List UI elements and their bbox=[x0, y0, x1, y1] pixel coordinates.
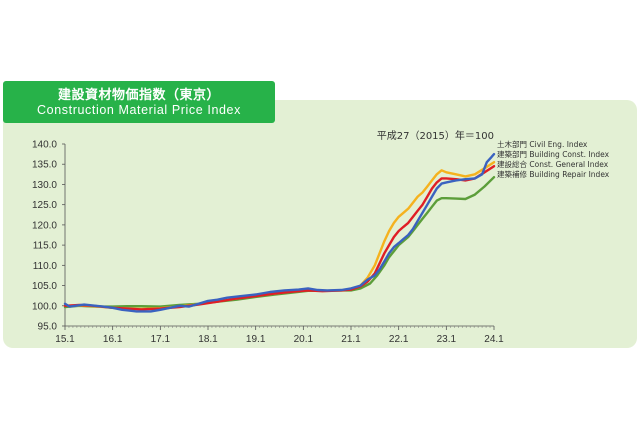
title-banner: 建設資材物価指数（東京） Construction Material Price… bbox=[3, 81, 275, 123]
x-tick-label: 21.1 bbox=[341, 334, 361, 345]
x-tick-label: 16.1 bbox=[103, 334, 123, 345]
legend-entry: 土木部門 Civil Eng. Index bbox=[497, 139, 588, 149]
y-tick-label: 115.0 bbox=[33, 241, 58, 252]
series-line-3 bbox=[63, 176, 496, 309]
chart-axes bbox=[62, 143, 495, 330]
y-tick-label: 95.0 bbox=[38, 322, 58, 333]
y-tick-label: 135.0 bbox=[32, 160, 57, 171]
base-year-note: 平成27（2015）年＝100 bbox=[377, 129, 494, 142]
y-tick-label: 140.0 bbox=[32, 140, 57, 151]
x-tick-label: 17.1 bbox=[151, 334, 171, 345]
y-tick-label: 120.0 bbox=[32, 220, 57, 231]
legend-entry: 建築部門 Building Const. Index bbox=[497, 149, 610, 159]
y-tick-label: 130.0 bbox=[32, 180, 57, 191]
chart-labels: 95.0 100.0 105.0 110.0 115.0 120.0 125.0 130.0 1… bbox=[32, 140, 504, 346]
x-tick-label: 15.1 bbox=[55, 334, 75, 345]
x-tick-label: 20.1 bbox=[294, 334, 314, 345]
legend-entry: 建築補修 Building Repair Index bbox=[497, 169, 610, 179]
series-line-0 bbox=[63, 152, 496, 313]
x-tick-label: 23.1 bbox=[437, 334, 457, 345]
chart-title-jp: 建設資材物価指数（東京） bbox=[57, 88, 220, 103]
x-tick-label: 19.1 bbox=[246, 334, 266, 345]
series-line-1 bbox=[63, 165, 496, 311]
x-tick-label: 24.1 bbox=[484, 334, 504, 345]
legend-entry: 建設総合 Const. General Index bbox=[497, 159, 609, 169]
y-tick-label: 100.0 bbox=[32, 301, 57, 312]
series-line-2 bbox=[63, 161, 496, 311]
x-tick-label: 22.1 bbox=[389, 334, 409, 345]
x-tick-label: 18.1 bbox=[198, 334, 218, 345]
chart-title-en: Construction Material Price Index bbox=[37, 103, 241, 117]
chart-series bbox=[63, 152, 496, 313]
y-tick-label: 110.0 bbox=[33, 261, 58, 272]
y-tick-label: 105.0 bbox=[32, 281, 57, 292]
y-tick-label: 125.0 bbox=[32, 200, 57, 211]
